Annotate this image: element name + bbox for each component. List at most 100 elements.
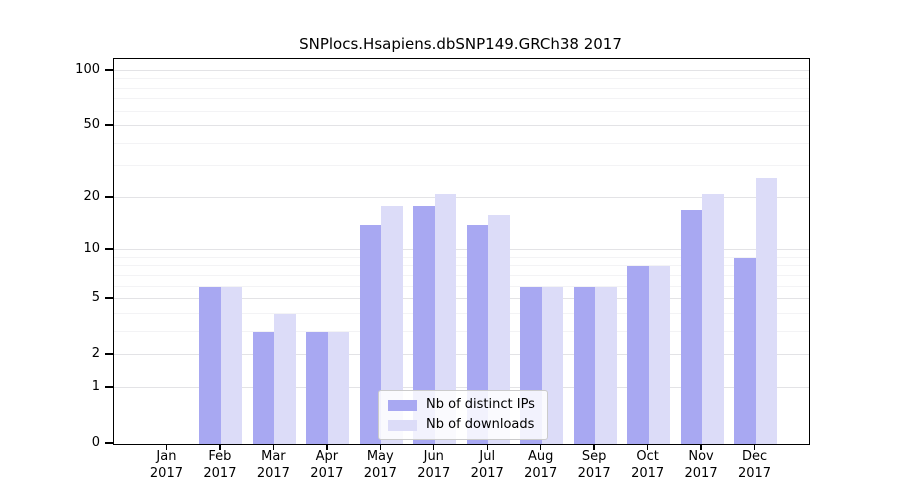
x-tick-label-jan-2017: Jan 2017	[137, 449, 195, 482]
x-tick-apr	[326, 444, 328, 450]
x-tick-label-jun-2017: Jun 2017	[405, 449, 463, 482]
bar-nb-of-distinct-ips-jul-2017	[466, 225, 489, 444]
x-tick-month-text: Mar	[261, 449, 286, 464]
x-tick-label-aug-2017: Aug 2017	[512, 449, 570, 482]
bar-nb-of-downloads-mar-2017	[274, 313, 296, 444]
bar-nb-of-downloads-feb-2017	[220, 286, 243, 444]
x-tick-year-text: 2017	[577, 465, 611, 481]
y-tick-1	[105, 386, 113, 388]
y-tick-5	[105, 297, 113, 299]
bar-nb-of-downloads-apr-2017	[327, 331, 350, 444]
bar-nb-of-downloads-sep-2017	[595, 286, 617, 444]
bar-nb-of-distinct-ips-mar-2017	[252, 331, 275, 444]
y-tick-10	[105, 248, 113, 250]
x-tick-month-text: Jun	[423, 449, 444, 464]
y-tick-2	[105, 353, 113, 355]
gridline-minor-80	[114, 87, 809, 89]
gridline-major-20	[114, 196, 809, 198]
x-tick-year-text: 2017	[363, 465, 397, 481]
legend-swatch-downloads	[388, 419, 417, 431]
bar-nb-of-downloads-oct-2017	[648, 266, 671, 444]
x-tick-jul	[486, 444, 488, 450]
x-tick-label-may-2017: May 2017	[351, 449, 409, 482]
x-tick-nov	[700, 444, 702, 450]
bar-nb-of-downloads-may-2017	[381, 205, 403, 444]
y-tick-label-5: 5	[91, 290, 100, 306]
y-tick-50	[105, 124, 113, 126]
y-tick-label-10: 10	[83, 241, 100, 257]
legend: Nb of distinct IPs Nb of downloads	[378, 390, 548, 440]
gridline-major-10	[114, 249, 809, 251]
bar-nb-of-distinct-ips-oct-2017	[627, 266, 649, 444]
gridline-major-2	[114, 354, 809, 356]
x-tick-month-text: May	[366, 449, 394, 464]
x-tick-year-text: 2017	[470, 465, 504, 481]
x-tick-year-text: 2017	[524, 465, 558, 481]
gridline-major-1	[114, 386, 809, 388]
legend-item-distinct-ips: Nb of distinct IPs	[388, 397, 535, 413]
bar-nb-of-distinct-ips-jun-2017	[413, 205, 435, 444]
gridline-minor-9	[114, 256, 809, 258]
x-tick-may	[379, 444, 381, 450]
y-tick-label-1: 1	[91, 378, 100, 394]
x-tick-month-text: Feb	[208, 449, 232, 464]
gridline-minor-90	[114, 78, 809, 80]
x-tick-label-mar-2017: Mar 2017	[244, 449, 302, 482]
x-tick-dec	[753, 444, 756, 450]
plot-area: Nb of distinct IPs Nb of downloads	[113, 58, 810, 445]
legend-label-downloads: Nb of downloads	[426, 417, 535, 432]
y-tick-label-0: 0	[91, 435, 100, 450]
bar-nb-of-distinct-ips-nov-2017	[680, 210, 703, 444]
x-tick-month-text: Nov	[688, 449, 714, 464]
x-tick-label-feb-2017: Feb 2017	[191, 449, 249, 482]
x-tick-month-text: Dec	[741, 449, 768, 464]
x-tick-aug	[539, 444, 542, 450]
gridline-major-50	[114, 125, 809, 127]
x-tick-sep	[593, 444, 595, 450]
y-tick-0	[105, 442, 113, 444]
gridline-minor-30	[114, 165, 809, 167]
x-tick-label-sep-2017: Sep 2017	[565, 449, 623, 482]
x-tick-month-text: Apr	[315, 449, 339, 464]
x-tick-year-text: 2017	[256, 465, 290, 481]
chart-title: SNPlocs.Hsapiens.dbSNP149.GRCh38 2017	[299, 35, 622, 53]
bar-nb-of-downloads-nov-2017	[702, 194, 724, 444]
y-tick-label-100: 100	[75, 61, 100, 77]
bar-nb-of-distinct-ips-apr-2017	[306, 331, 328, 444]
gridline-minor-6	[114, 285, 809, 287]
bar-nb-of-distinct-ips-sep-2017	[573, 286, 596, 444]
x-tick-month-text: Sep	[581, 449, 607, 464]
gridline-major-5	[114, 298, 809, 300]
bar-nb-of-downloads-jul-2017	[488, 214, 510, 444]
legend-item-downloads: Nb of downloads	[388, 417, 535, 433]
legend-label-distinct-ips: Nb of distinct IPs	[426, 397, 535, 412]
x-tick-label-apr-2017: Apr 2017	[298, 449, 356, 482]
bar-nb-of-distinct-ips-feb-2017	[199, 286, 221, 444]
x-tick-year-text: 2017	[631, 465, 665, 481]
x-tick-jun	[433, 444, 435, 450]
x-tick-month-text: Oct	[636, 449, 659, 464]
y-tick-label-20: 20	[83, 188, 100, 204]
gridline-minor-4	[114, 312, 809, 314]
gridline-minor-60	[114, 110, 809, 112]
x-tick-label-jul-2017: Jul 2017	[458, 449, 516, 482]
x-tick-year-text: 2017	[737, 465, 772, 481]
x-tick-label-dec-2017: Dec 2017	[726, 449, 784, 482]
x-tick-feb	[219, 444, 221, 450]
x-tick-oct	[646, 444, 649, 450]
x-tick-year-text: 2017	[417, 465, 451, 481]
x-tick-year-text: 2017	[310, 465, 344, 481]
legend-swatch-distinct-ips	[388, 399, 417, 411]
gridline-minor-40	[114, 142, 809, 144]
gridline-major-100	[114, 69, 809, 71]
bar-nb-of-downloads-dec-2017	[755, 177, 778, 444]
x-tick-year-text: 2017	[149, 465, 183, 481]
x-tick-label-nov-2017: Nov 2017	[672, 449, 730, 482]
x-tick-mar	[272, 444, 275, 450]
x-tick-month-text: Aug	[527, 449, 554, 464]
y-tick-100	[105, 69, 113, 71]
bar-nb-of-downloads-jun-2017	[434, 194, 457, 444]
x-tick-label-oct-2017: Oct 2017	[619, 449, 677, 482]
x-tick-year-text: 2017	[203, 465, 237, 481]
